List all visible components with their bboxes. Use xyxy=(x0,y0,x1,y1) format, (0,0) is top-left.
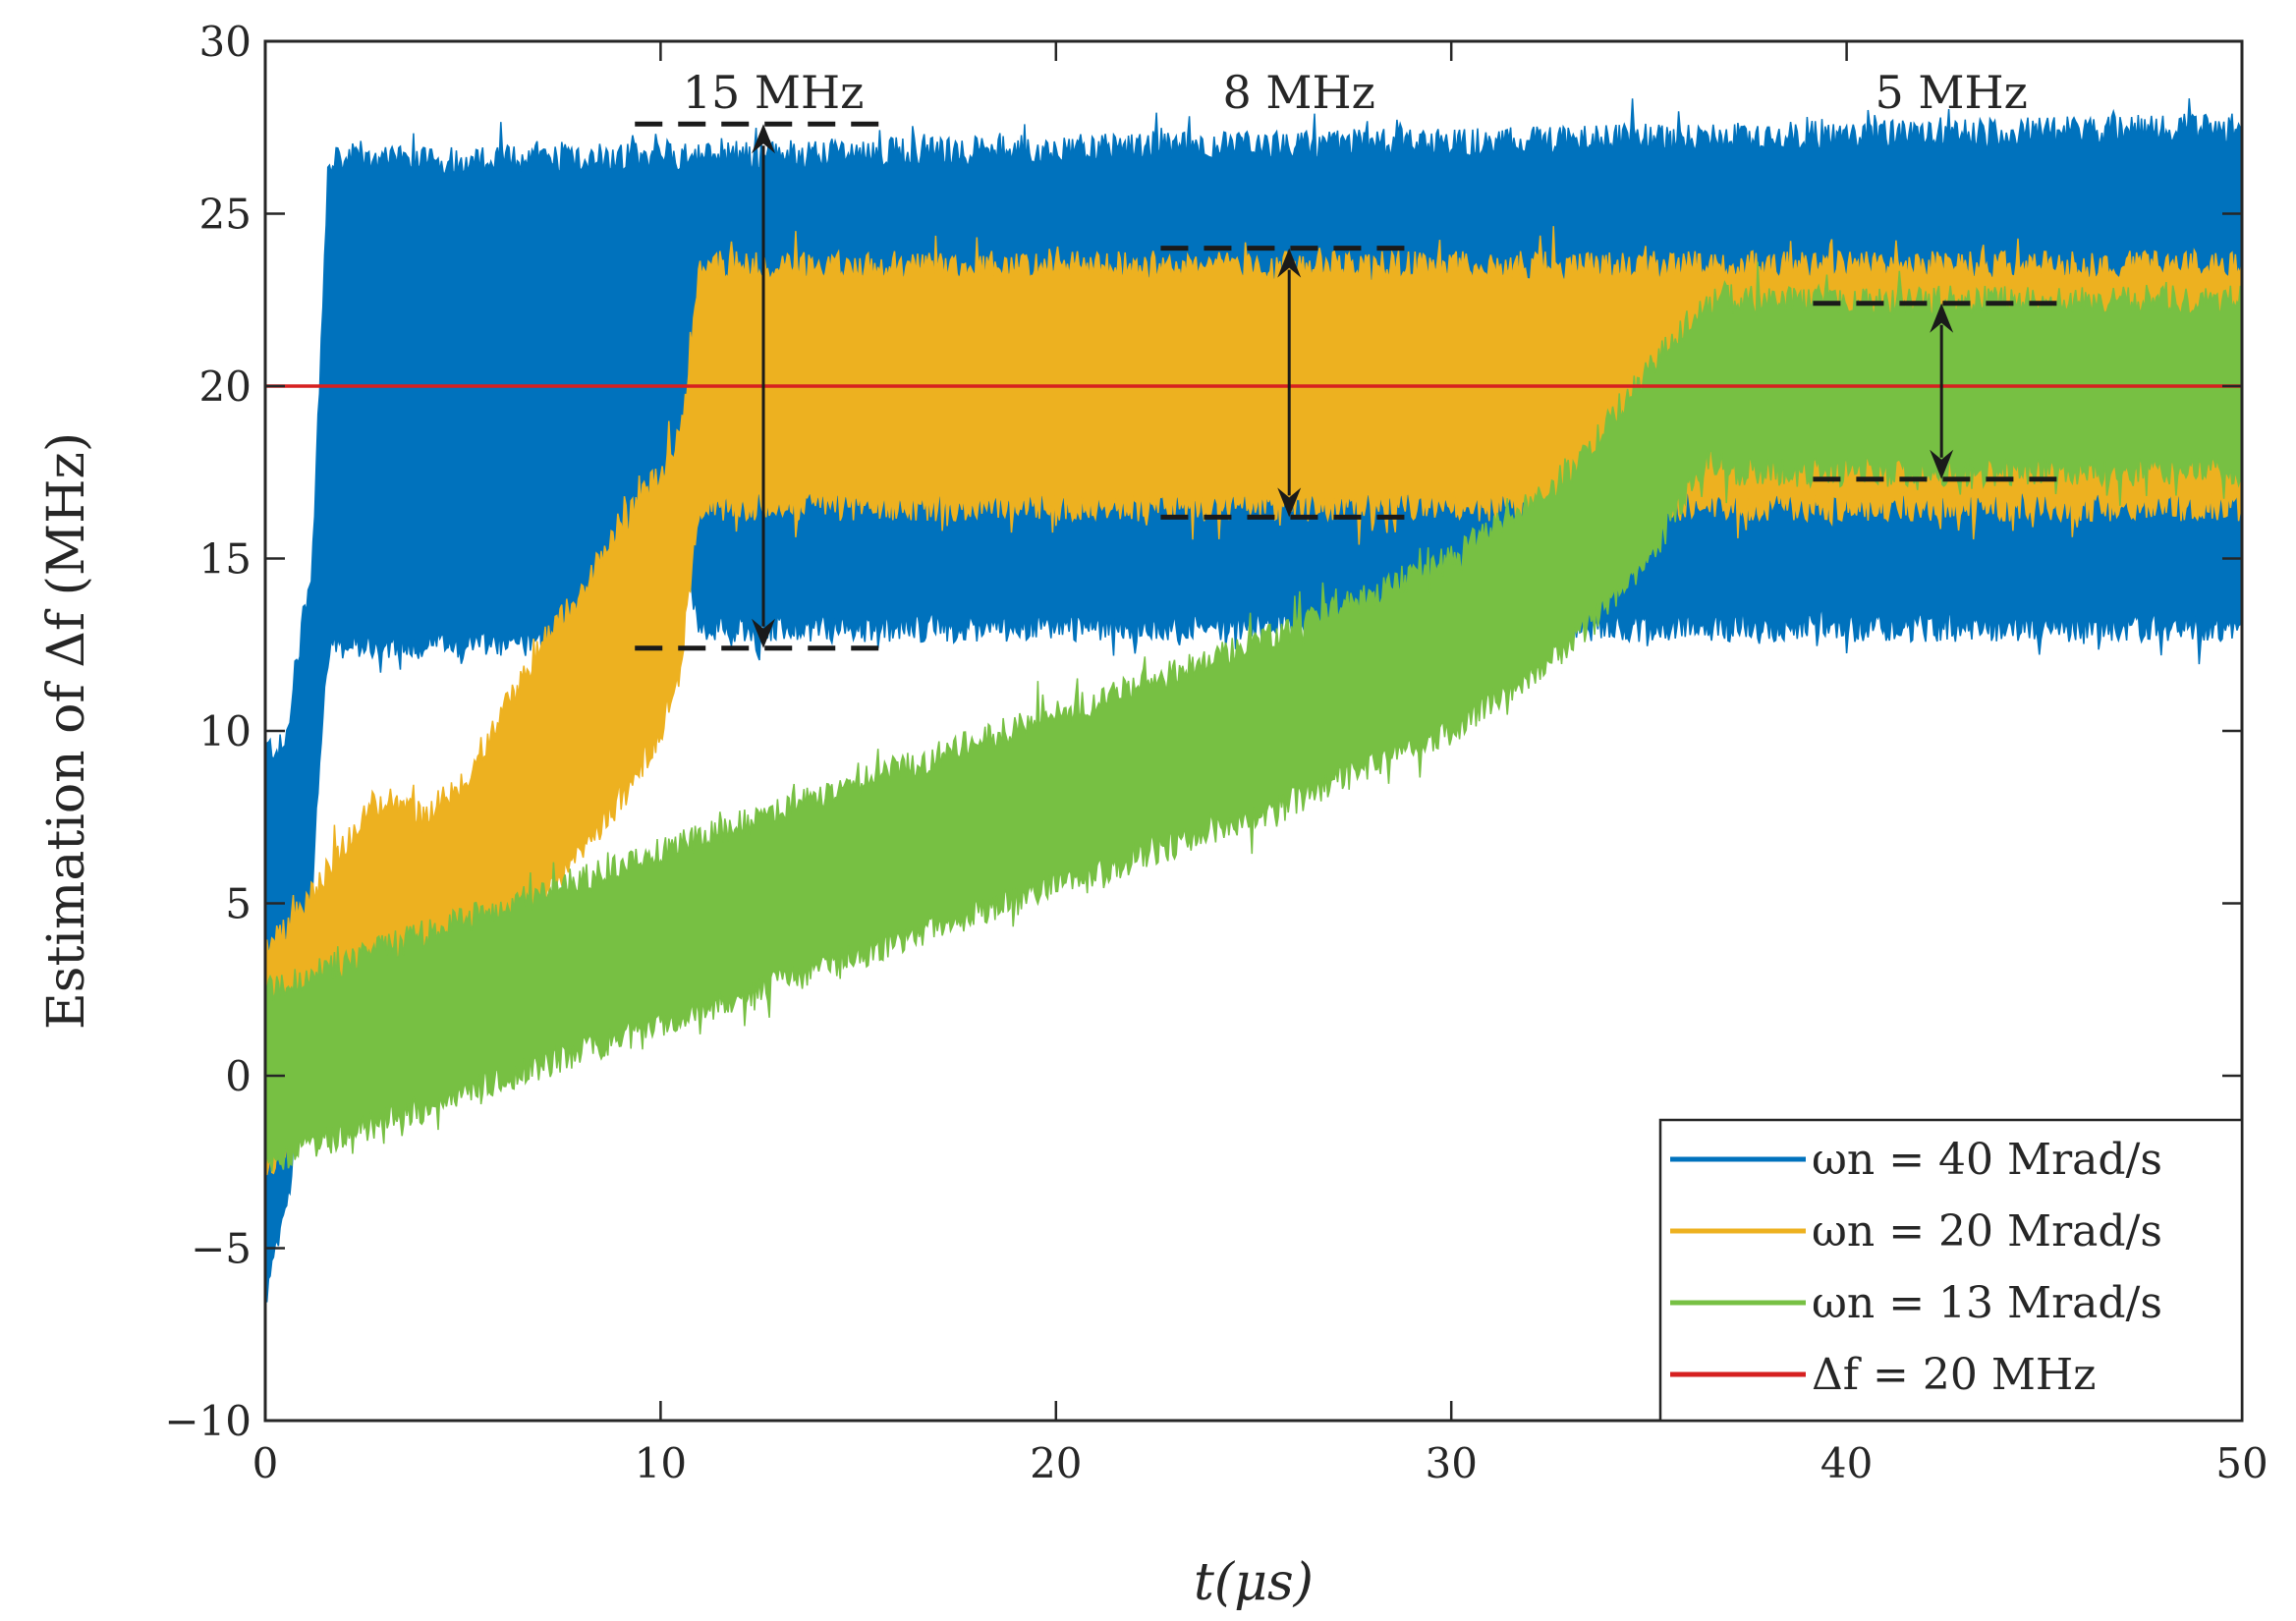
y-tick-label: 5 xyxy=(225,880,252,928)
annotations: 15 MHz 8 MHz 5 MHz xyxy=(635,66,2070,651)
legend-label: ωn = 40 Mrad/s xyxy=(1812,1135,2162,1185)
x-tick-label: 50 xyxy=(2215,1439,2268,1487)
x-tick-label: 30 xyxy=(1425,1439,1477,1487)
y-axis-label: Estimation of Δf (MHz) xyxy=(37,432,96,1030)
x-tick-label: 20 xyxy=(1030,1439,1082,1487)
y-tick-label: 10 xyxy=(199,707,252,755)
x-tick-label: 10 xyxy=(635,1439,687,1487)
x-tick-label: 0 xyxy=(252,1439,279,1487)
range-arrow-head-up xyxy=(752,124,776,154)
range-arrow-head-up xyxy=(1930,303,1954,333)
y-tick-label: −10 xyxy=(164,1397,252,1445)
legend-box xyxy=(1658,1118,2244,1423)
y-tick-label: 25 xyxy=(199,191,252,239)
plot-area xyxy=(265,98,2242,1303)
y-tick-label: 30 xyxy=(199,18,252,66)
y-tick-label: 15 xyxy=(199,535,252,584)
y-tick-label: 0 xyxy=(225,1052,252,1100)
legend-label: Δf = 20 MHz xyxy=(1812,1350,2096,1400)
range-arrow-head-up xyxy=(1277,248,1302,278)
axis-ticks: 0 10 20 30 40 50 −10 −5 0 5 10 15 20 25 30 xyxy=(164,18,2268,1487)
legend-label: ωn = 20 Mrad/s xyxy=(1812,1206,2162,1257)
annotation-label: 15 MHz xyxy=(683,66,865,119)
annotation-label: 8 MHz xyxy=(1223,66,1375,119)
y-tick-label: −5 xyxy=(191,1225,252,1273)
range-arrow-head-down xyxy=(752,618,776,648)
y-tick-label: 20 xyxy=(199,363,252,411)
range-arrow-head-down xyxy=(1277,487,1302,518)
series-band-2 xyxy=(265,261,2242,1173)
legend: ωn = 40 Mrad/s ωn = 20 Mrad/s ωn = 13 Mrad… xyxy=(1658,1118,2244,1423)
annotation-label: 5 MHz xyxy=(1876,66,2028,119)
legend-label: ωn = 13 Mrad/s xyxy=(1812,1278,2162,1328)
x-tick-label: 40 xyxy=(1820,1439,1873,1487)
x-axis-label: t(μs) xyxy=(1194,1553,1314,1612)
range-arrow-head-down xyxy=(1930,449,1954,479)
